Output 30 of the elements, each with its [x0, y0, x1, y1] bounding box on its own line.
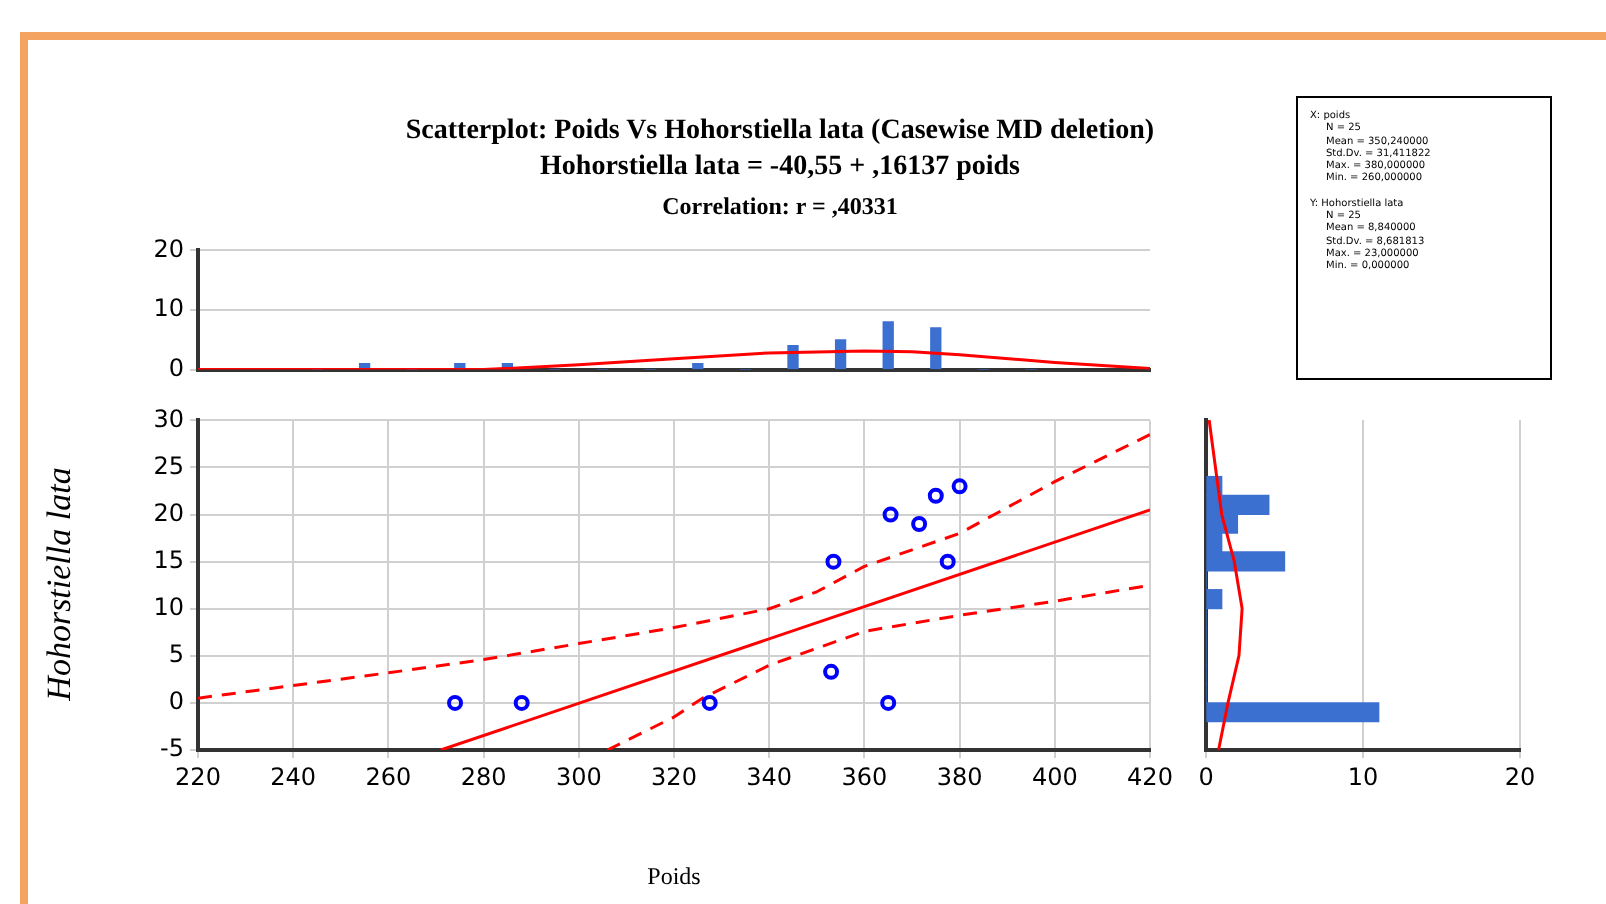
- x-tick-label: 400: [1031, 762, 1078, 791]
- chart-title: Scatterplot: Poids Vs Hohorstiella lata (Casewise MD deletion): [405, 116, 1155, 146]
- x-tick-label: 300: [555, 762, 602, 791]
- x-tick-label: 340: [746, 762, 793, 791]
- x-tick-label: 220: [175, 762, 221, 791]
- text: Correlation: r = ,40331: [662, 192, 898, 220]
- x-tick-label: 420: [1127, 762, 1173, 791]
- y-tick-label: 5: [168, 640, 184, 669]
- chart-subtitle: Hohorstiella lata = -40,55 + ,16137 poids: [540, 152, 1020, 182]
- x-tick-label: 360: [841, 762, 888, 791]
- y-tick-label: 15: [153, 545, 184, 574]
- x-tick-label: 380: [936, 762, 983, 791]
- x-tick-label: 0: [1198, 762, 1214, 791]
- y-tick-label: -5: [160, 734, 184, 763]
- x-tick-label: 320: [651, 762, 697, 791]
- y-tick-label: 20: [153, 234, 184, 263]
- y-tick-label: 0: [168, 353, 184, 382]
- x-tick-label: 260: [365, 762, 412, 791]
- x-tick-label: 280: [460, 762, 507, 791]
- y-tick-label: 0: [168, 687, 184, 716]
- x-axis-title: Poids: [647, 861, 702, 890]
- y-tick-label: 10: [153, 294, 184, 323]
- y-tick-label: 10: [153, 592, 184, 621]
- y-tick-label: 25: [153, 451, 184, 480]
- x-tick-label: 10: [1347, 762, 1379, 791]
- x-tick-label: 20: [1504, 762, 1536, 791]
- y-tick-label: 30: [153, 404, 184, 433]
- y-tick-label: 20: [153, 498, 184, 527]
- x-tick-label: 240: [270, 762, 317, 791]
- y-axis-title: Hohorstiella lata: [40, 467, 80, 701]
